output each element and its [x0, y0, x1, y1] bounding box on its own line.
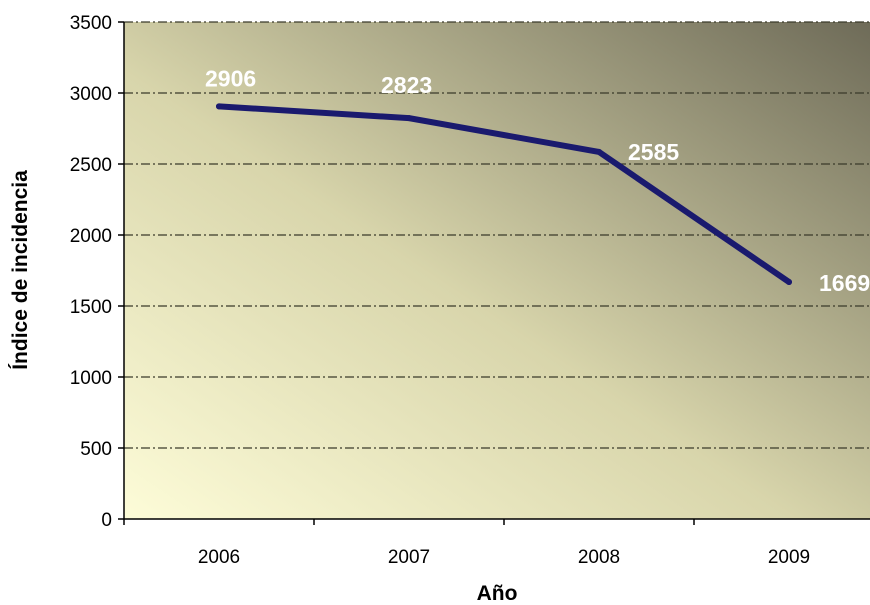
y-tick-label-2000: 2000: [70, 226, 112, 247]
data-point-2009: [786, 279, 792, 286]
x-tick-label-2009: 2009: [768, 547, 810, 568]
data-labels: 2906 2823 2585 1669: [205, 65, 870, 296]
x-tick-label-2008: 2008: [578, 547, 620, 568]
plot-area: [124, 22, 870, 519]
y-axis-ticks: 0 500 1000 1500 2000 2500 3000 3500: [70, 13, 124, 531]
data-label-2006: 2906: [205, 65, 256, 91]
x-axis-ticks: 2006 2007 2008 2009: [123, 519, 810, 568]
axes: [123, 22, 870, 520]
y-tick-label-2500: 2500: [70, 155, 112, 176]
data-label-2007: 2823: [381, 72, 432, 98]
x-axis-title: Año: [477, 582, 518, 605]
x-tick-label-2007: 2007: [388, 547, 430, 568]
x-tick-label-2006: 2006: [198, 547, 240, 568]
y-tick-label-500: 500: [80, 439, 112, 460]
y-tick-label-0: 0: [101, 510, 112, 531]
data-label-2009: 1669: [819, 270, 870, 296]
data-label-2008: 2585: [628, 139, 679, 165]
y-tick-label-1000: 1000: [70, 368, 112, 389]
gridlines: [124, 21, 870, 449]
data-point-2006: [216, 103, 222, 110]
y-tick-label-3000: 3000: [70, 84, 112, 105]
series-layer: [216, 103, 792, 286]
y-axis-title: Índice de incidencia: [9, 170, 32, 370]
y-tick-label-1500: 1500: [70, 297, 112, 318]
y-tick-label-3500: 3500: [70, 13, 112, 34]
data-point-2008: [596, 148, 602, 155]
series-line-0: [216, 103, 792, 286]
data-point-2007: [406, 115, 412, 122]
